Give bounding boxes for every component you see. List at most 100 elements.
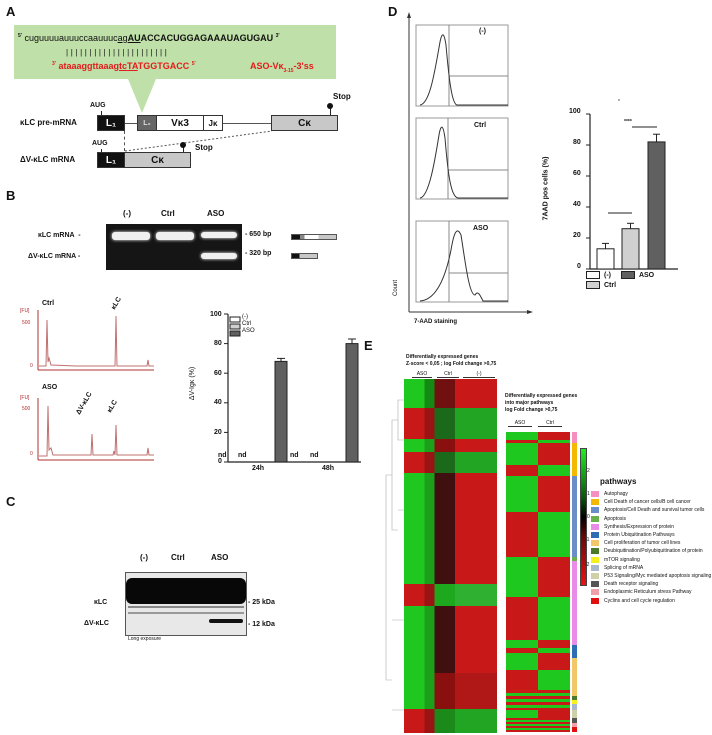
exon-l1: L₁ — [97, 115, 125, 131]
pathway-item: Cell Death of cancer cells/B cell cancer — [591, 498, 711, 506]
hist-label-ctrl: Ctrl — [474, 122, 487, 129]
panel-c-label: C — [6, 494, 16, 509]
heatmap1-col-neg: (-) — [463, 371, 495, 378]
wb-marker-25: - 25 kDa — [248, 599, 275, 606]
pathway-item: Endoplasmic Reticulum stress Pathway — [591, 588, 711, 596]
heatmap-color-scale — [580, 448, 587, 586]
gel-lane-neg: (-) — [123, 209, 131, 218]
pathway-item: P53 Signaling/Myc mediated apoptosis sig… — [591, 572, 711, 580]
scale-tick-neg1: -1 — [585, 537, 590, 543]
d-ytick-20: 20 — [573, 232, 581, 239]
ep1-trace — [37, 310, 154, 371]
ep2-trace — [37, 398, 154, 461]
b-legend-aso: ASO — [242, 328, 255, 334]
d-ytick-60: 60 — [573, 170, 581, 177]
b-legend-ctrl: Ctrl — [242, 321, 252, 327]
wb-marker-12: - 12 kDa — [248, 621, 275, 628]
pathway-item: Synthesis/Expression of protein — [591, 523, 711, 531]
ep2-fu: [FU] — [20, 395, 30, 401]
pathway-item: Cell proliferation of tumor cell lines — [591, 539, 711, 547]
b-ytick-80: 80 — [214, 340, 222, 347]
ep1-tick-500: 500 — [22, 320, 31, 326]
aug-label-mrna: AUG — [92, 140, 108, 147]
ep1-sample: Ctrl — [42, 300, 55, 307]
stop-label-mrna: Stop — [195, 143, 213, 152]
b-ytick-40: 40 — [214, 399, 222, 406]
pathways-legend: Autophagy Cell Death of cancer cells/B c… — [591, 490, 711, 605]
nd-24h-ctrl: nd — [238, 452, 247, 459]
exon-l2: L₂ — [137, 115, 157, 131]
d-ytick-40: 40 — [573, 201, 581, 208]
d-ytick-100: 100 — [569, 108, 581, 115]
pathway-item: Protein Ubiquitination Pathways — [591, 531, 711, 539]
pathway-item: Splicing of mRNA — [591, 564, 711, 572]
d-ylabel: 7AAD pos cells (%) — [542, 156, 550, 221]
pathway-strip — [572, 432, 577, 733]
heatmap2-col-aso: ASO — [508, 420, 532, 427]
wb-row-dvklc: ΔV-κLC — [84, 620, 109, 627]
b-ylabel: ΔV-Igκ (%) — [189, 366, 197, 401]
aso-name: ASO-Vκ3-15-3'ss — [250, 61, 314, 74]
ep2-sample: ASO — [42, 384, 58, 391]
gel-lane-aso: ASO — [207, 209, 225, 218]
heatmap2-title-3: log Fold change >0,75 — [505, 407, 558, 413]
dv-igk-bar-chart — [224, 313, 361, 463]
pathway-item: Apoptosis/Cell Death and survival tumor … — [591, 506, 711, 514]
exon-ck: Cκ — [271, 115, 338, 131]
pathway-item: Cyclins and cell cycle regulation — [591, 596, 711, 604]
pathway-item: Apoptosis — [591, 515, 711, 523]
wb-lane-aso: ASO — [211, 553, 229, 562]
pre-mrna-sequence: 5' cuguuuuauuuccaauuucagAUACCACUGGAGAAAU… — [18, 33, 280, 43]
size-marker-320: - 320 bp — [245, 250, 272, 257]
b-xtick-48h: 48h — [322, 465, 335, 472]
ep2-tick-0: 0 — [30, 451, 33, 457]
hist-label-aso: ASO — [473, 225, 489, 232]
heatmap1-title-2: Z-score < 0,05 ; log Fold change >0,75 — [406, 361, 497, 367]
ep1-peak-klc: κLC — [110, 296, 123, 311]
western-blot — [125, 572, 247, 636]
scale-tick-2: 2 — [587, 468, 590, 474]
sig-star-4: **** — [624, 119, 632, 125]
panel-b-label: B — [6, 188, 16, 203]
b-ytick-60: 60 — [214, 370, 222, 377]
panel-e-label: E — [364, 338, 373, 353]
hist-xlabel: 7-AAD staining — [414, 319, 458, 325]
nd-24h-neg: nd — [218, 452, 227, 459]
ep2-tick-500: 500 — [22, 406, 31, 412]
pathway-item: Death receptor signaling — [591, 580, 711, 588]
heatmap1-col-aso: ASO — [412, 371, 432, 378]
heatmap2-title-2: into major pathways — [505, 400, 554, 406]
splice-connector — [124, 130, 273, 152]
b-ytick-100: 100 — [210, 311, 222, 318]
nd-48h-ctrl: nd — [310, 452, 319, 459]
d-ytick-80: 80 — [573, 139, 581, 146]
base-pairing-marks: | | | | | | | | | | | | | | | | | | | | … — [66, 48, 167, 57]
7aad-bar-chart — [586, 113, 678, 270]
d-legend-row1: (-) ASO — [586, 271, 654, 279]
nd-48h-neg: nd — [290, 452, 299, 459]
aug-label-premrna: AUG — [90, 102, 106, 109]
d-ytick-0: 0 — [577, 263, 581, 270]
sequence-callout — [14, 25, 336, 79]
heatmap-2 — [506, 432, 570, 732]
b-ytick-20: 20 — [214, 429, 222, 436]
sig-star-1: * — [618, 99, 620, 105]
klc-schematic — [291, 234, 337, 240]
scale-tick-1: 1 — [587, 491, 590, 497]
d-legend-row2: Ctrl — [586, 281, 616, 289]
wb-lane-neg: (-) — [140, 553, 148, 562]
size-marker-650: - 650 bp — [245, 231, 272, 238]
premrna-label: κLC pre-mRNA — [20, 118, 77, 127]
b-ytick-0: 0 — [218, 458, 222, 465]
exon-vk3: Vκ3 — [156, 115, 204, 131]
scale-tick-neg2: -2 — [585, 562, 590, 568]
flow-histograms — [407, 12, 533, 314]
heatmap2-col-ctrl: Ctrl — [538, 420, 562, 427]
mrna-label: ΔV-κLC mRNA — [20, 155, 76, 164]
dvklc-schematic — [291, 253, 318, 259]
wb-lane-ctrl: Ctrl — [171, 553, 185, 562]
gel-lane-ctrl: Ctrl — [161, 209, 175, 218]
pathway-item: Deubiquitination/Polyubiquitination of p… — [591, 547, 711, 555]
exon-l1-mrna: L₁ — [97, 152, 125, 168]
pathway-item: mTOR signaling — [591, 556, 711, 564]
